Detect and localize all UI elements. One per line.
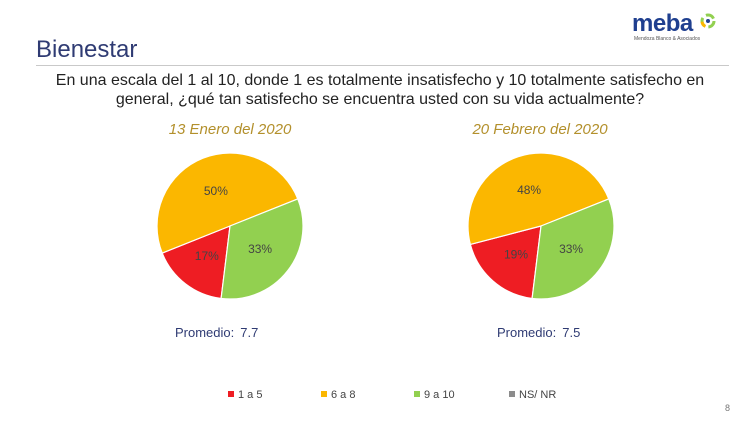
meba-logo: meba Mendoza Blanco & Asociados: [632, 10, 728, 46]
average-value: 7.7: [240, 325, 259, 340]
legend-swatch: [228, 391, 234, 398]
legend-swatch: [321, 391, 327, 398]
pie-label-2: 48%: [517, 183, 541, 197]
chart-2-average: Promedio: 7.5: [497, 325, 580, 340]
legend: 1 a 5 6 a 8 9 a 10 NS/ NR: [0, 389, 750, 403]
page-number: 8: [724, 403, 730, 413]
pie-label-1: 17%: [195, 249, 219, 263]
legend-swatch: [509, 391, 515, 398]
legend-label: 9 a 10: [424, 389, 455, 401]
chart-1-title: 13 Enero del 2020: [168, 121, 292, 138]
pie-chart-1: 17% 50% 33%: [156, 152, 304, 300]
pie-label-2: 50%: [204, 184, 228, 198]
pie-slice-2: [156, 152, 299, 254]
pie-chart-2: 19% 48% 33%: [467, 152, 615, 300]
legend-swatch: [414, 391, 420, 398]
average-label: Promedio:: [175, 325, 235, 340]
pie-slice-1: [161, 225, 231, 300]
pie-slice-1: [469, 225, 542, 300]
pie-label-3: 33%: [559, 242, 583, 256]
legend-item-9-a-10: 9 a 10: [414, 389, 455, 401]
pie-label-1: 19%: [504, 248, 528, 262]
legend-label: NS/ NR: [519, 389, 557, 401]
survey-question: En una escala del 1 al 10, donde 1 es to…: [55, 72, 705, 108]
legend-label: 6 a 8: [331, 389, 356, 401]
logo-word: meba: [632, 10, 693, 37]
legend-item-1-a-5: 1 a 5: [228, 389, 262, 401]
title-divider: [36, 65, 729, 66]
legend-label: 1 a 5: [238, 389, 263, 401]
logo-mark-icon: [700, 13, 716, 29]
average-value: 7.5: [562, 325, 581, 340]
slide-title: Bienestar: [36, 36, 138, 63]
average-label: Promedio:: [497, 325, 557, 340]
logo-tagline: Mendoza Blanco & Asociados: [634, 36, 701, 42]
chart-2-title: 20 Febrero del 2020: [472, 121, 608, 138]
pie-slice-3: [531, 198, 615, 300]
legend-item-ns-nr: NS/ NR: [509, 389, 556, 401]
legend-item-6-a-8: 6 a 8: [321, 389, 355, 401]
pie-slice-2: [467, 152, 610, 246]
chart-1-average: Promedio: 7.7: [175, 325, 258, 340]
pie-label-3: 33%: [248, 242, 272, 256]
pie-slice-3: [220, 198, 304, 300]
